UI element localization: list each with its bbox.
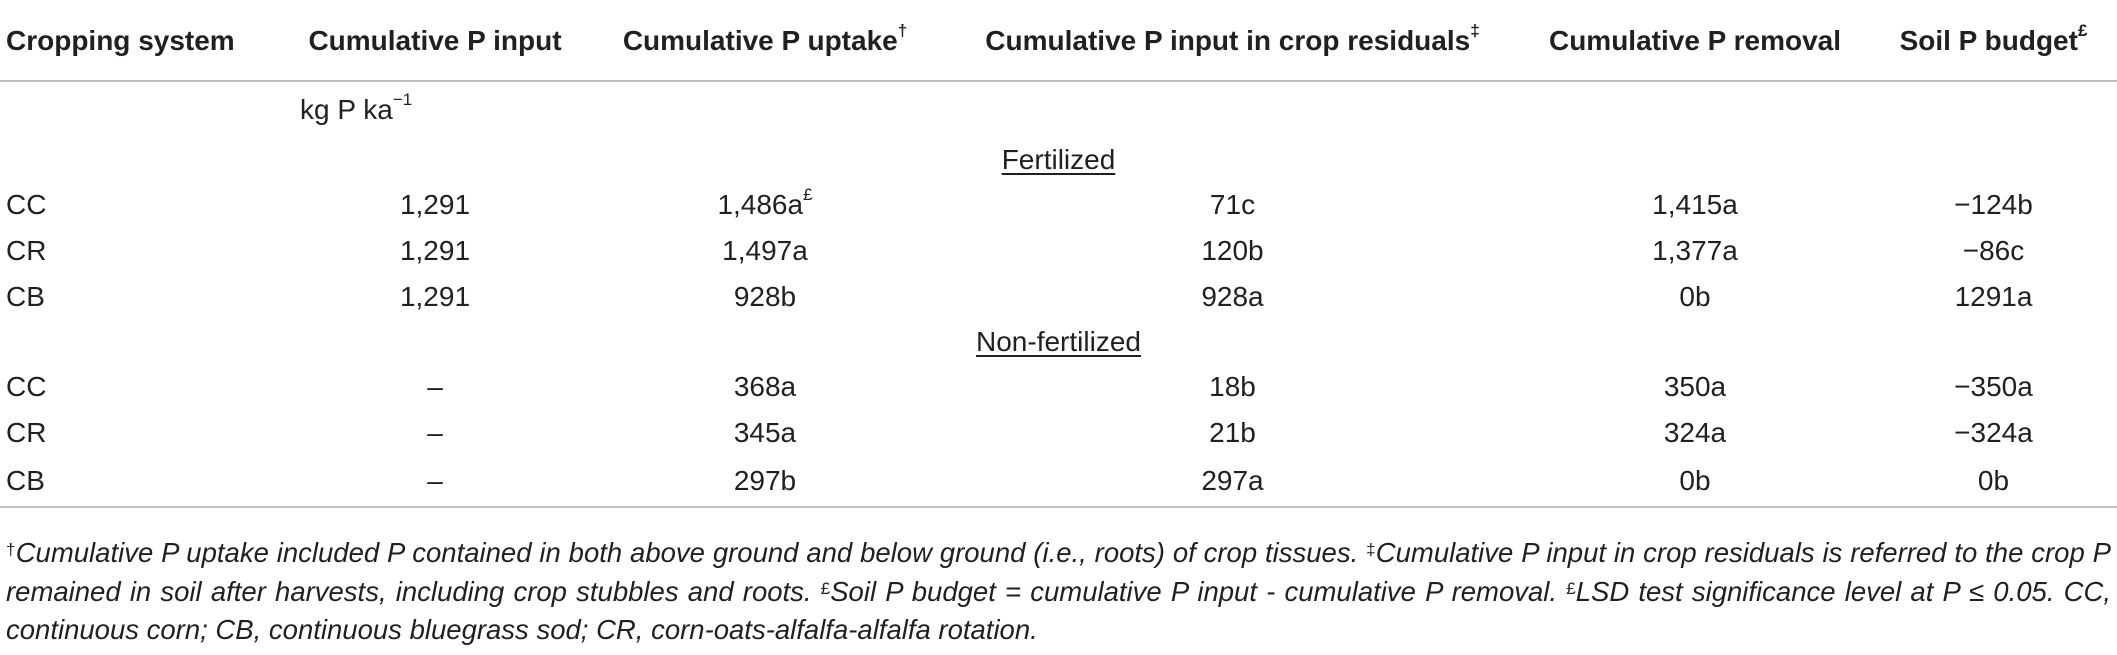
phosphorus-budget-table: Cropping system Cumulative P input Cumul… [0, 2, 2117, 508]
cell-system: CC [6, 189, 47, 220]
cell-system: CB [0, 456, 285, 508]
table-footnotes: †Cumulative P uptake included P containe… [6, 534, 2111, 650]
cell-removal: 1,415a [1652, 189, 1738, 220]
unit-exponent: −1 [392, 90, 413, 109]
cell-uptake: 928b [733, 281, 797, 312]
section-title: Non-fertilized [0, 320, 2117, 364]
cell-uptake: 1,486a£ [585, 182, 945, 228]
table-body: kg P ka−1 Fertilized CC 1,291 1,486a£ 71… [0, 81, 2117, 508]
unit-row: kg P ka−1 [0, 81, 2117, 138]
cell-input: – [427, 417, 443, 448]
header-cropping-system: Cropping system [0, 2, 285, 82]
section-title-text: Fertilized [1001, 144, 1116, 175]
footnote-marker: ‡ [1470, 21, 1480, 40]
header-label: Cumulative P input in crop residuals [985, 25, 1471, 56]
cell-removal: 1,377a [1652, 235, 1738, 266]
section-row-non-fertilized: Non-fertilized [0, 320, 2117, 364]
cell-removal: 350a [1663, 371, 1727, 402]
header-label: Cumulative P uptake [622, 25, 898, 56]
cell-removal: 324a [1663, 417, 1727, 448]
cell-budget: −86c [1962, 235, 2025, 266]
cell-budget: −350a [1954, 371, 2033, 402]
cell-input: 1,291 [399, 189, 471, 220]
cell-uptake: 345a [733, 417, 797, 448]
cell-budget: 0b [1870, 456, 2117, 508]
cell-uptake: 297b [585, 456, 945, 508]
cell-removal: 0b [1520, 456, 1870, 508]
table-row: CC 1,291 1,486a£ 71c 1,415a −124b [0, 182, 2117, 228]
header-p-residual: Cumulative P input in crop residuals‡ [945, 2, 1520, 82]
cell-removal: 0b [1679, 281, 1711, 312]
header-label: Soil P budget [1899, 25, 2078, 56]
cell-system: CR [6, 417, 47, 448]
footnote-marker: † [897, 21, 908, 40]
cell-system: CR [6, 235, 47, 266]
footnote-marker: £ [2077, 21, 2088, 40]
table-row: CR – 345a 21b 324a −324a [0, 410, 2117, 456]
header-p-removal: Cumulative P removal [1520, 2, 1870, 82]
cell-residual: 18b [1209, 371, 1256, 402]
header-label: Cumulative P removal [1548, 25, 1842, 56]
cell-input: 1,291 [399, 235, 471, 266]
unit-spacer [0, 81, 285, 138]
header-p-input: Cumulative P input [285, 2, 585, 82]
unit-base: kg P ka [300, 94, 393, 125]
header-p-budget: Soil P budget£ [1870, 2, 2117, 82]
cell-uptake: 368a [733, 371, 797, 402]
cell-residual: 297a [945, 456, 1520, 508]
cell-budget: −124b [1954, 189, 2033, 220]
footnote-marker: £ [803, 185, 813, 204]
cell-residual: 21b [1209, 417, 1256, 448]
unit-label: kg P ka−1 [285, 81, 2117, 138]
footnote-text: Cumulative P input in crop residuals is … [6, 537, 2111, 607]
header-p-uptake: Cumulative P uptake† [585, 2, 945, 82]
footnote-marker: £ [1566, 578, 1576, 598]
cell-residual: 120b [1201, 235, 1264, 266]
footnote-marker: ‡ [1366, 540, 1376, 559]
cell-system: CC [6, 371, 47, 402]
header-row: Cropping system Cumulative P input Cumul… [0, 2, 2117, 82]
cell-system: CB [6, 281, 45, 312]
section-title-text: Non-fertilized [976, 326, 1141, 357]
footnote-text: Soil P budget = cumulative P input - cum… [830, 575, 1567, 607]
cell-residual: 71c [1209, 189, 1256, 220]
section-row-fertilized: Fertilized [0, 138, 2117, 182]
cell-uptake-value: 1,486a [717, 189, 804, 220]
section-title: Fertilized [0, 138, 2117, 182]
table-row: CR 1,291 1,497a 120b 1,377a −86c [0, 228, 2117, 274]
header-label: Cumulative P input [308, 25, 562, 56]
cell-input: – [427, 371, 443, 402]
table-header: Cropping system Cumulative P input Cumul… [0, 2, 2117, 82]
table-row: CB – 297b 297a 0b 0b [0, 456, 2117, 508]
footnote-text: LSD test significance level at P ≤ 0.05.… [6, 575, 2111, 646]
table-row: CC – 368a 18b 350a −350a [0, 364, 2117, 410]
footnote-text: Cumulative P uptake included P contained… [15, 537, 1367, 568]
footnote-marker: † [6, 540, 16, 559]
cell-input: 1,291 [399, 281, 471, 312]
table-row: CB 1,291 928b 928a 0b 1291a [0, 274, 2117, 320]
header-label: Cropping system [6, 25, 235, 56]
cell-input: – [285, 456, 585, 508]
cell-budget: −324a [1954, 417, 2033, 448]
footnote-marker: £ [820, 578, 831, 598]
cell-budget: 1291a [1954, 281, 2033, 312]
cell-residual: 928a [1201, 281, 1264, 312]
cell-uptake: 1,497a [722, 235, 808, 266]
